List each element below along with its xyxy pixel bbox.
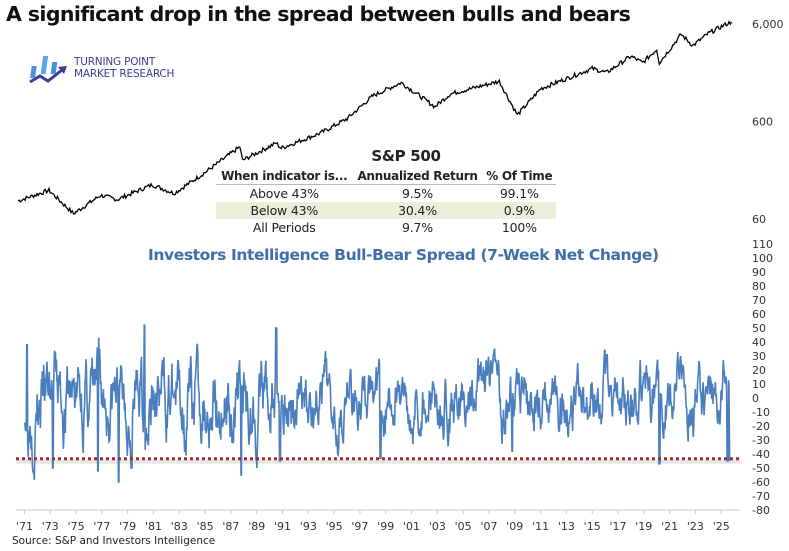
- x-tick-label: '97: [351, 520, 368, 533]
- spread-y-tick-label: 10: [752, 378, 766, 391]
- x-tick-label: '93: [300, 520, 317, 533]
- logo-line2: MARKET RESEARCH: [74, 68, 175, 80]
- stats-table: S&P 500 When indicator is... Annualized …: [216, 147, 556, 236]
- spread-y-tick-label: 80: [752, 280, 766, 293]
- row-return: 30.4%: [352, 202, 483, 219]
- sp500-y-tick-label: 600: [752, 116, 773, 129]
- spread-line: [23, 324, 731, 483]
- spread-y-tick-label: 70: [752, 294, 766, 307]
- spread-y-tick-label: -30: [752, 434, 770, 447]
- x-tick-label: '11: [532, 520, 549, 533]
- spread-y-tick-label: 90: [752, 266, 766, 279]
- x-tick-label: '77: [93, 520, 110, 533]
- x-tick-label: '99: [377, 520, 394, 533]
- table-row-highlight: Below 43% 30.4% 0.9%: [216, 202, 556, 219]
- x-tick-label: '19: [635, 520, 652, 533]
- sp500-y-tick-label: 60: [752, 213, 766, 226]
- x-tick-label: '03: [429, 520, 446, 533]
- x-tick-label: '09: [506, 520, 523, 533]
- row-label: All Periods: [252, 220, 316, 235]
- x-tick-label: '95: [326, 520, 343, 533]
- spread-y-tick-label: -10: [752, 406, 770, 419]
- row-time: 99.1%: [499, 186, 539, 201]
- logo: TURNING POINT MARKET RESEARCH: [28, 50, 188, 90]
- spread-y-tick-label: -80: [752, 504, 770, 517]
- row-return: 9.5%: [402, 186, 433, 201]
- x-tick-label: '17: [609, 520, 626, 533]
- spread-y-tick-label: -60: [752, 476, 770, 489]
- spread-y-tick-label: 100: [752, 252, 773, 265]
- source-note: Source: S&P and Investors Intelligence: [12, 535, 216, 547]
- spread-y-tick-label: 0: [752, 392, 759, 405]
- x-tick-label: '79: [119, 520, 136, 533]
- x-axis: '71 '73 '75 '77 '79 '81 '83 '85 '87 '89 '91 '93 '95 '…: [16, 510, 730, 533]
- spread-y-tick-label: 110: [752, 238, 773, 251]
- x-tick-label: '23: [687, 520, 704, 533]
- x-tick-label: '13: [558, 520, 575, 533]
- header-return: Annualized Return: [352, 169, 483, 185]
- x-tick-label: '25: [713, 520, 730, 533]
- spread-y-tick-label: -20: [752, 420, 770, 433]
- x-tick-label: '91: [274, 520, 291, 533]
- header-indicator: When indicator is...: [216, 169, 353, 185]
- row-return: 9.7%: [402, 220, 433, 235]
- spread-y-tick-label: -70: [752, 490, 770, 503]
- row-time: 100%: [501, 220, 537, 235]
- spread-y-axis: 1101009080706050403020100-10-20-30-40-50…: [752, 238, 773, 517]
- table-row: Above 43% 9.5% 99.1%: [216, 185, 556, 203]
- table-row: All Periods 9.7% 100%: [216, 219, 556, 236]
- x-tick-label: '71: [16, 520, 33, 533]
- sp500-line: [17, 20, 733, 215]
- x-tick-label: '83: [171, 520, 188, 533]
- sp500-y-tick-label: 6,000: [752, 18, 784, 31]
- x-tick-label: '21: [661, 520, 678, 533]
- spread-y-tick-label: -40: [752, 448, 770, 461]
- table-title: S&P 500: [371, 147, 441, 165]
- spread-y-tick-label: 20: [752, 364, 766, 377]
- x-tick-label: '73: [42, 520, 59, 533]
- x-tick-label: '01: [403, 520, 420, 533]
- x-tick-label: '89: [248, 520, 265, 533]
- x-tick-label: '87: [222, 520, 239, 533]
- logo-line1: TURNING POINT: [74, 56, 156, 68]
- x-tick-label: '81: [145, 520, 162, 533]
- x-tick-label: '15: [584, 520, 601, 533]
- row-label: Below 43%: [216, 202, 353, 219]
- chart-title: A significant drop in the spread between…: [6, 2, 631, 26]
- header-time: % Of Time: [482, 169, 556, 185]
- spread-y-tick-label: 60: [752, 308, 766, 321]
- x-tick-label: '05: [455, 520, 472, 533]
- row-label: Above 43%: [249, 186, 319, 201]
- x-tick-label: '85: [197, 520, 214, 533]
- sp500-y-axis: 6,000 600 60: [752, 18, 784, 226]
- spread-y-tick-label: -50: [752, 462, 770, 475]
- spread-chart-title: Investors Intelligence Bull-Bear Spread …: [148, 246, 659, 264]
- spread-y-tick-label: 50: [752, 322, 766, 335]
- row-time: 0.9%: [482, 202, 556, 219]
- x-tick-label: '75: [68, 520, 85, 533]
- bar-chart-arrow-logo-icon: [29, 56, 67, 84]
- spread-y-tick-label: 40: [752, 336, 766, 349]
- spread-y-tick-label: 30: [752, 350, 766, 363]
- x-tick-label: '07: [480, 520, 497, 533]
